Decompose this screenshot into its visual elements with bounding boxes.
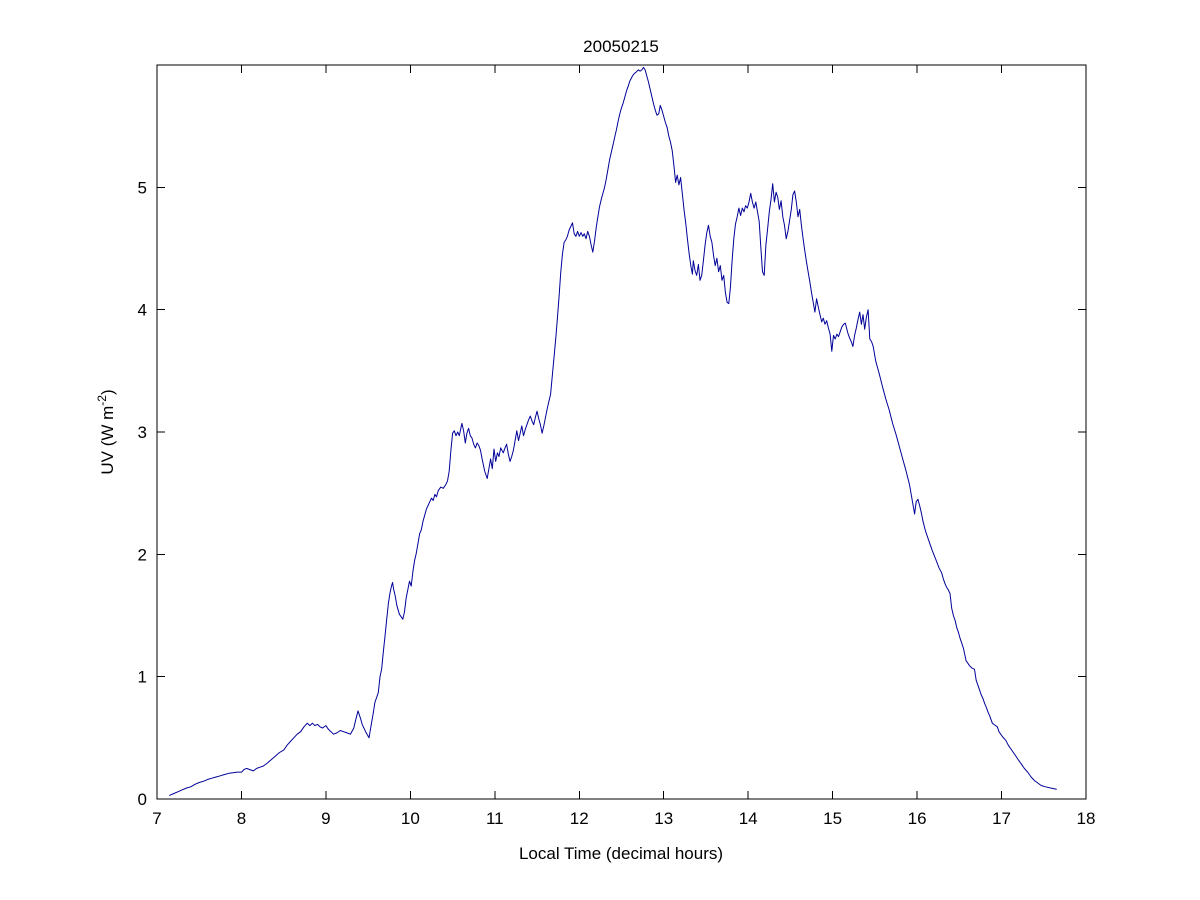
x-tick-label: 9 xyxy=(321,809,330,828)
chart-title: 20050215 xyxy=(583,37,659,56)
x-tick-label: 15 xyxy=(823,809,842,828)
plot-area xyxy=(156,64,1087,800)
x-tick-label: 17 xyxy=(992,809,1011,828)
x-axis-label: Local Time (decimal hours) xyxy=(519,844,723,863)
y-tick-labels: 0 1 2 3 4 5 xyxy=(138,178,147,809)
data-line xyxy=(169,66,1057,796)
x-tick-label: 16 xyxy=(908,809,927,828)
axis-ticks xyxy=(156,65,1087,800)
y-tick-label: 1 xyxy=(138,668,147,687)
y-tick-label: 2 xyxy=(138,545,147,564)
x-tick-label: 7 xyxy=(152,809,161,828)
x-tick-label: 18 xyxy=(1077,809,1096,828)
x-tick-label: 13 xyxy=(654,809,673,828)
x-tick-label: 8 xyxy=(237,809,246,828)
x-tick-label: 11 xyxy=(486,809,504,828)
y-tick-label: 5 xyxy=(138,178,147,197)
y-tick-label: 4 xyxy=(138,301,147,320)
x-tick-label: 14 xyxy=(739,809,758,828)
y-axis-label: UV (W m-2) xyxy=(95,389,117,474)
y-tick-label: 3 xyxy=(138,423,147,442)
x-tick-label: 10 xyxy=(401,809,420,828)
y-tick-label: 0 xyxy=(138,790,147,809)
x-tick-labels: 7 8 9 10 11 12 13 14 15 16 17 18 xyxy=(152,809,1095,828)
x-tick-label: 12 xyxy=(570,809,589,828)
